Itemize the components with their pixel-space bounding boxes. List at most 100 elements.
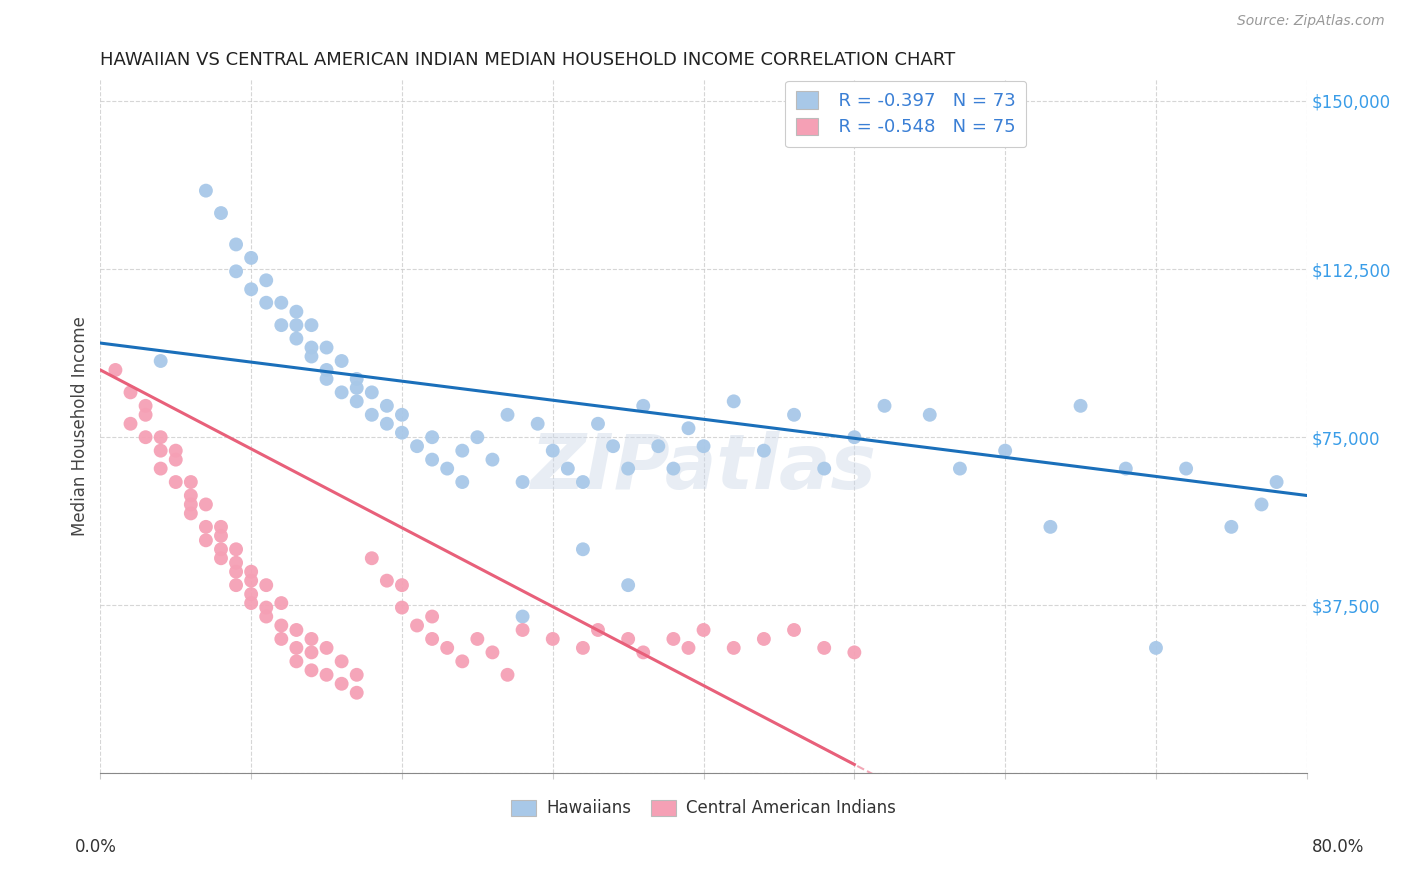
Point (496, 408, 519, 422)
Point (647, 439, 669, 453)
Point (375, 574, 398, 588)
Point (541, 632, 564, 646)
Point (360, 408, 382, 422)
Point (209, 520, 232, 534)
Point (813, 461, 835, 475)
Point (165, 443, 187, 458)
Point (209, 529, 232, 543)
Text: HAWAIIAN VS CENTRAL AMERICAN INDIAN MEDIAN HOUSEHOLD INCOME CORRELATION CHART: HAWAIIAN VS CENTRAL AMERICAN INDIAN MEDI… (100, 51, 956, 69)
Point (406, 439, 429, 453)
Point (1220, 520, 1243, 534)
Text: ZIPatlas: ZIPatlas (530, 431, 876, 505)
Point (270, 295, 292, 310)
Point (180, 488, 202, 502)
Point (467, 632, 489, 646)
Point (225, 264, 247, 278)
Point (120, 417, 142, 431)
Point (783, 623, 806, 637)
Point (285, 332, 308, 346)
Point (104, 363, 127, 377)
Point (346, 372, 368, 386)
Point (420, 609, 443, 624)
Point (240, 596, 263, 610)
Point (346, 381, 368, 395)
Point (285, 640, 308, 655)
Point (301, 663, 323, 677)
Point (165, 452, 187, 467)
Point (918, 408, 941, 422)
Point (451, 654, 474, 668)
Y-axis label: Median Household Income: Median Household Income (72, 316, 89, 536)
Point (572, 475, 595, 489)
Point (194, 498, 217, 512)
Point (617, 632, 640, 646)
Point (1070, 399, 1092, 413)
Point (301, 645, 323, 659)
Point (420, 632, 443, 646)
Point (346, 668, 368, 682)
Point (512, 623, 534, 637)
Point (631, 645, 654, 659)
Point (240, 251, 263, 265)
Point (346, 686, 368, 700)
Point (194, 533, 217, 548)
Text: 0.0%: 0.0% (75, 838, 117, 855)
Point (240, 587, 263, 601)
Point (512, 475, 534, 489)
Point (512, 609, 534, 624)
Point (225, 565, 247, 579)
Point (586, 623, 609, 637)
Point (541, 443, 564, 458)
Point (1115, 461, 1137, 475)
Point (225, 237, 247, 252)
Point (1265, 475, 1288, 489)
Point (572, 542, 595, 557)
Point (678, 640, 700, 655)
Point (285, 304, 308, 318)
Point (752, 443, 775, 458)
Point (149, 461, 172, 475)
Point (240, 574, 263, 588)
Point (149, 443, 172, 458)
Point (391, 425, 413, 440)
Point (420, 430, 443, 444)
Point (631, 399, 654, 413)
Point (149, 430, 172, 444)
Point (270, 596, 292, 610)
Point (315, 363, 337, 377)
Point (270, 318, 292, 332)
Point (315, 341, 337, 355)
Point (301, 318, 323, 332)
Point (165, 475, 187, 489)
Point (406, 618, 429, 632)
Point (330, 385, 353, 400)
Point (1039, 520, 1062, 534)
Point (209, 551, 232, 566)
Point (270, 632, 292, 646)
Point (752, 632, 775, 646)
Point (572, 640, 595, 655)
Point (330, 354, 353, 368)
Point (360, 385, 382, 400)
Point (315, 372, 337, 386)
Point (315, 640, 337, 655)
Point (315, 668, 337, 682)
Point (180, 498, 202, 512)
Point (1175, 461, 1198, 475)
Point (391, 600, 413, 615)
Point (375, 417, 398, 431)
Point (149, 354, 172, 368)
Point (135, 399, 157, 413)
Point (467, 430, 489, 444)
Point (1144, 640, 1167, 655)
Point (330, 677, 353, 691)
Point (617, 578, 640, 592)
Point (451, 475, 474, 489)
Point (301, 350, 323, 364)
Point (662, 461, 685, 475)
Point (194, 520, 217, 534)
Point (135, 430, 157, 444)
Point (346, 394, 368, 409)
Point (481, 645, 503, 659)
Point (617, 461, 640, 475)
